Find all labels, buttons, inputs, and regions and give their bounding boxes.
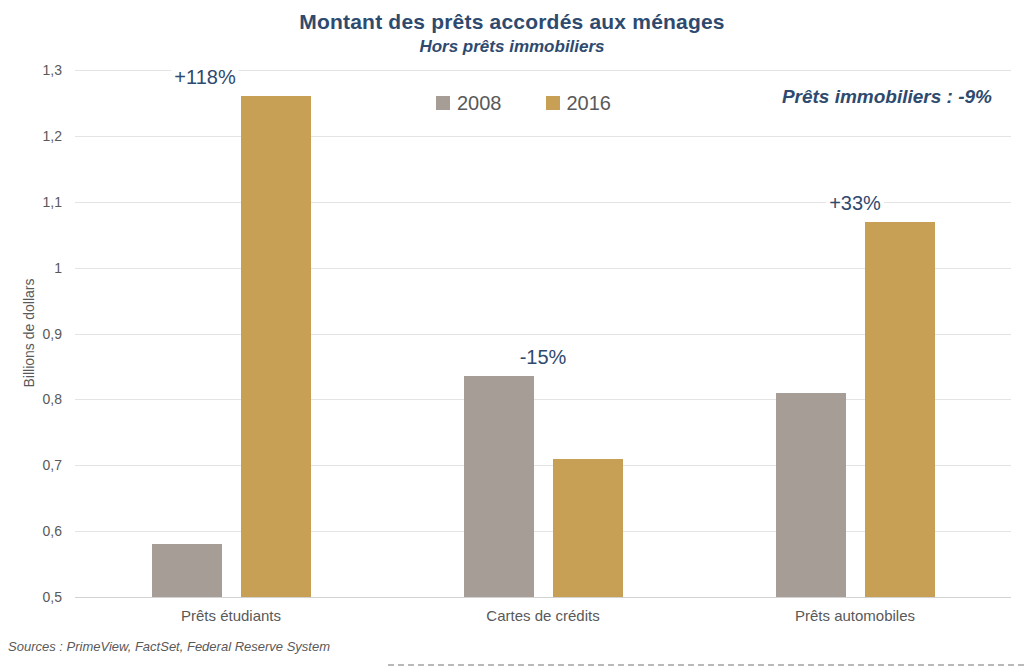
bar-annotation: +33% [826, 192, 884, 214]
y-tick-label: 0,8 [0, 390, 62, 408]
legend-item-2008: 2008 [436, 93, 502, 113]
legend-label-2016: 2016 [567, 93, 612, 113]
y-tick-label: 1,1 [0, 193, 62, 211]
bar-2008-2 [776, 393, 846, 597]
bar-annotation: +118% [171, 66, 238, 88]
chart-title: Montant des prêts accordés aux ménages [0, 10, 1024, 34]
y-tick-label: 0,9 [0, 325, 62, 343]
category-label: Prêts automobiles [735, 607, 975, 624]
category-label: Cartes de crédits [423, 607, 663, 624]
source-note: Sources : PrimeView, FactSet, Federal Re… [8, 639, 330, 654]
legend-swatch-2016-icon [546, 96, 560, 110]
bar-2016-1 [553, 459, 623, 597]
bottom-edge-dashed-line [388, 664, 1024, 666]
y-tick-label: 0,5 [0, 588, 62, 606]
legend: 2008 2016 [436, 93, 611, 113]
y-tick-label: 1,3 [0, 61, 62, 79]
legend-swatch-2008-icon [436, 96, 450, 110]
category-label: Prêts étudiants [111, 607, 351, 624]
y-tick-label: 0,7 [0, 456, 62, 474]
y-tick-label: 1,2 [0, 127, 62, 145]
y-tick-label: 1 [0, 259, 62, 277]
chart: Montant des prêts accordés aux ménages H… [0, 0, 1024, 667]
bar-2008-1 [464, 376, 534, 597]
legend-label-2008: 2008 [457, 93, 502, 113]
y-tick-label: 0,6 [0, 522, 62, 540]
bar-2016-2 [865, 222, 935, 597]
chart-subtitle: Hors prêts immobiliers [0, 37, 1024, 57]
bar-annotation: -15% [517, 346, 570, 368]
real-estate-loans-note: Prêts immobiliers : -9% [782, 86, 992, 108]
gridline [75, 597, 1011, 598]
gridline [75, 136, 1011, 137]
bar-2016-0 [241, 96, 311, 597]
legend-item-2016: 2016 [546, 93, 612, 113]
bar-2008-0 [152, 544, 222, 597]
